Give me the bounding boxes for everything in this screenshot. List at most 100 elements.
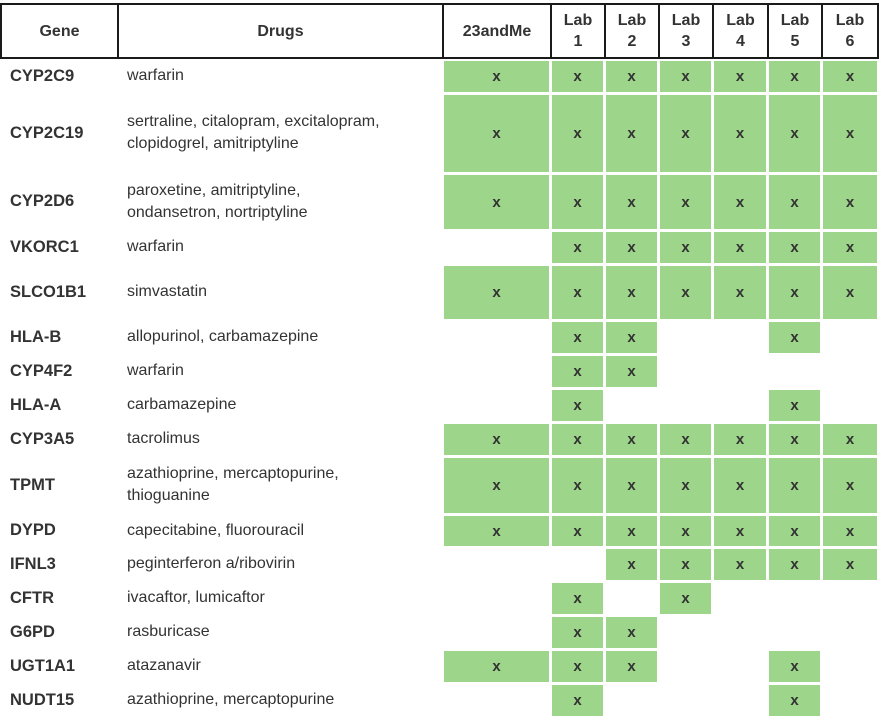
header-source-lab-6: Lab 6 <box>821 3 879 59</box>
header-source-top: Lab <box>835 12 865 29</box>
coverage-mark: x <box>444 651 549 682</box>
coverage-mark: x <box>823 175 877 229</box>
header-source-23andme: 23andMe <box>442 3 552 59</box>
gene-name: CYP2C9 <box>10 66 75 85</box>
drug-list-text: rasburicase <box>127 623 210 640</box>
coverage-mark: x <box>823 516 877 546</box>
coverage-mark: x <box>444 61 549 92</box>
coverage-mark: x <box>606 322 657 353</box>
coverage-mark: x <box>660 175 711 229</box>
coverage-mark: x <box>552 651 603 682</box>
coverage-mark: x <box>823 232 877 263</box>
header-source-top: Lab <box>726 12 755 29</box>
coverage-mark: x <box>714 232 766 263</box>
header-drugs: Drugs <box>117 3 444 59</box>
coverage-mark: x <box>823 458 877 513</box>
coverage-mark: x <box>444 175 549 229</box>
coverage-mark: x <box>552 232 603 263</box>
coverage-mark: x <box>769 651 820 682</box>
gene-name: SLCO1B1 <box>10 282 87 301</box>
coverage-mark: x <box>660 583 711 614</box>
coverage-mark: x <box>769 175 820 229</box>
coverage-mark: x <box>552 458 603 513</box>
drug-list: peginterferon a/ribovirin <box>127 547 437 581</box>
coverage-mark: x <box>606 617 657 648</box>
coverage-mark: x <box>606 266 657 319</box>
header-gene-label: Gene <box>39 22 80 40</box>
gene-name: CFTR <box>10 588 54 607</box>
coverage-mark: x <box>769 516 820 546</box>
drug-list-text: warfarin <box>127 67 184 84</box>
header-source-bottom: 6 <box>845 33 855 50</box>
drug-list: tacrolimus <box>127 422 437 456</box>
drug-list: warfarin <box>127 354 437 388</box>
drug-list-text: allopurinol, carbamazepine <box>127 328 319 345</box>
coverage-mark: x <box>660 458 711 513</box>
drug-list-text: tacrolimus <box>127 430 200 447</box>
coverage-mark: x <box>606 175 657 229</box>
header-source-lab-2: Lab 2 <box>604 3 660 59</box>
coverage-mark: x <box>823 549 877 580</box>
header-source-bottom: 5 <box>790 33 800 50</box>
coverage-mark: x <box>552 685 603 716</box>
gene-name: DYPD <box>10 521 56 539</box>
coverage-mark: x <box>606 516 657 546</box>
coverage-mark: x <box>552 617 603 648</box>
coverage-mark: x <box>444 266 549 319</box>
gene-name: VKORC1 <box>10 237 79 256</box>
coverage-mark: x <box>714 266 766 319</box>
coverage-mark: x <box>714 458 766 513</box>
drug-list: capecitabine, fluorouracil <box>127 514 437 547</box>
header-source-bottom: 4 <box>736 33 745 50</box>
coverage-mark: x <box>552 390 603 421</box>
header-source-bottom: 1 <box>573 33 583 50</box>
drug-list: carbamazepine <box>127 388 437 422</box>
coverage-mark: x <box>552 583 603 614</box>
gene-name: HLA-A <box>10 395 62 414</box>
gene-name: CYP4F2 <box>10 361 73 380</box>
coverage-mark: x <box>552 61 603 92</box>
gene-name: IFNL3 <box>10 554 56 573</box>
coverage-mark: x <box>823 424 877 455</box>
coverage-mark: x <box>606 95 657 172</box>
header-source-top: 23andMe <box>462 22 532 40</box>
coverage-mark: x <box>444 516 549 546</box>
drug-list: simvastatin <box>127 264 437 320</box>
coverage-mark: x <box>606 549 657 580</box>
coverage-mark: x <box>714 95 766 172</box>
coverage-mark: x <box>660 95 711 172</box>
coverage-mark: x <box>444 95 549 172</box>
header-source-top: Lab <box>563 12 593 29</box>
coverage-mark: x <box>769 390 820 421</box>
coverage-mark: x <box>660 549 711 580</box>
coverage-mark: x <box>660 61 711 92</box>
coverage-mark: x <box>714 175 766 229</box>
coverage-mark: x <box>660 266 711 319</box>
gene-name: UGT1A1 <box>10 656 76 675</box>
coverage-mark: x <box>714 516 766 546</box>
coverage-mark: x <box>823 266 877 319</box>
coverage-mark: x <box>552 266 603 319</box>
coverage-mark: x <box>606 424 657 455</box>
drug-list: azathioprine, mercaptopurine <box>127 683 437 717</box>
drug-list: warfarin <box>127 230 437 264</box>
header-source-top: Lab <box>617 12 647 29</box>
header-source-lab-5: Lab 5 <box>767 3 823 59</box>
coverage-mark: x <box>552 424 603 455</box>
header-source-lab-1: Lab 1 <box>550 3 606 59</box>
coverage-mark: x <box>552 175 603 229</box>
coverage-mark: x <box>606 61 657 92</box>
gene-name: TPMT <box>10 475 55 494</box>
coverage-mark: x <box>769 95 820 172</box>
coverage-mark: x <box>769 549 820 580</box>
drug-list: azathioprine, mercaptopurine, thioguanin… <box>127 456 437 514</box>
gene-name: NUDT15 <box>10 690 75 709</box>
drug-list-text: paroxetine, amitriptyline, ondansetron, … <box>127 181 308 221</box>
drug-list-text: azathioprine, mercaptopurine <box>127 691 335 708</box>
header-source-lab-4: Lab 4 <box>712 3 769 59</box>
coverage-mark: x <box>606 232 657 263</box>
gene-name: CYP3A5 <box>10 429 75 448</box>
gene-name: CYP2D6 <box>10 192 75 210</box>
drug-list-text: warfarin <box>127 362 184 379</box>
